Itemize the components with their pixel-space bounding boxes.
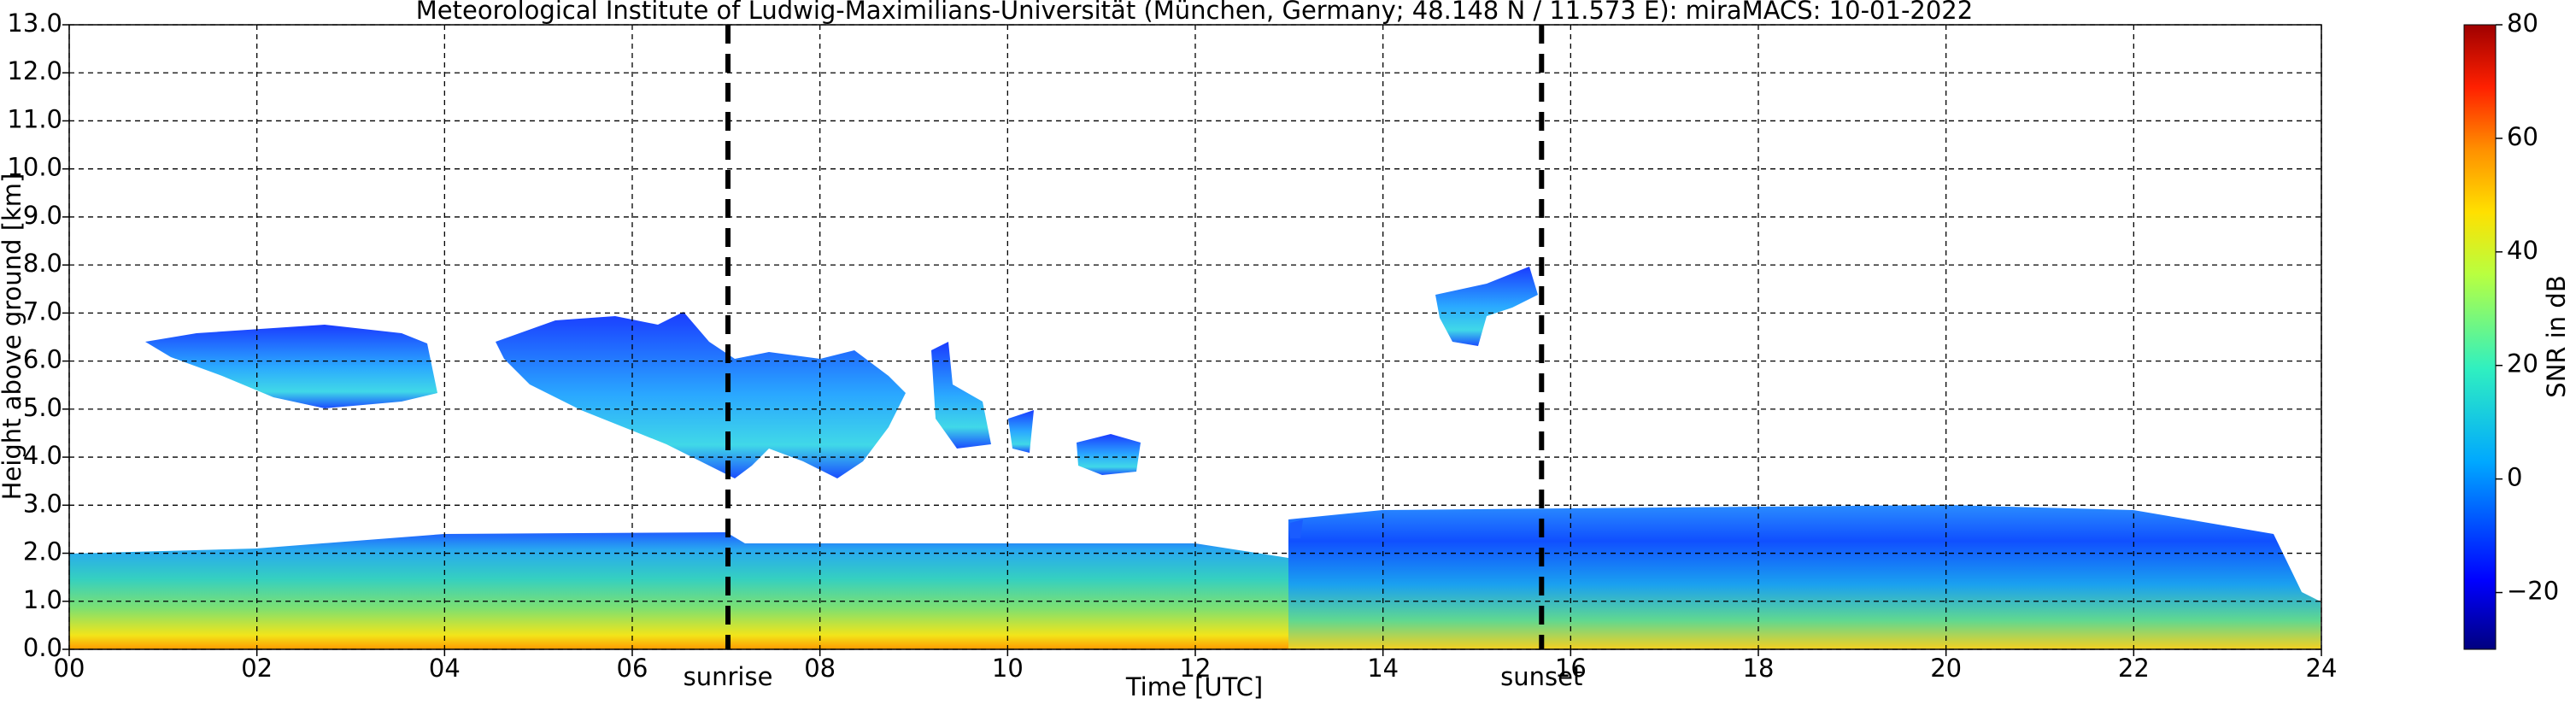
y-tick-label: 2.0 xyxy=(23,537,62,566)
cloud xyxy=(496,312,906,478)
x-tick-label: 06 xyxy=(617,654,648,683)
x-tick-label: 24 xyxy=(2306,654,2338,683)
x-tick-label: 08 xyxy=(804,654,836,683)
y-axis-label: Height above ground [km] xyxy=(0,173,26,501)
y-tick-label: 11.0 xyxy=(7,104,62,133)
x-tick-label: 10 xyxy=(992,654,1024,683)
colorbar xyxy=(2463,24,2497,650)
x-tick-label: 00 xyxy=(54,654,85,683)
annotation-label: sunrise xyxy=(684,662,773,691)
chart-title: Meteorological Institute of Ludwig-Maxim… xyxy=(416,0,1973,25)
y-tick-label: 12.0 xyxy=(7,56,62,85)
colorbar-tick-label: 80 xyxy=(2507,9,2538,38)
colorbar-label: SNR in dB xyxy=(2542,275,2571,397)
x-tick-label: 22 xyxy=(2118,654,2150,683)
cloud xyxy=(1077,434,1141,475)
x-tick-label: 18 xyxy=(1743,654,1775,683)
y-tick-label: 9.0 xyxy=(23,201,62,230)
y-tick-label: 3.0 xyxy=(23,489,62,518)
x-tick-label: 16 xyxy=(1555,654,1587,683)
x-tick-label: 04 xyxy=(429,654,461,683)
y-tick-label: 4.0 xyxy=(23,441,62,470)
cloud xyxy=(145,325,437,408)
y-tick-label: 10.0 xyxy=(7,153,62,182)
y-tick-label: 7.0 xyxy=(23,296,62,326)
boundary-layer xyxy=(69,532,1288,649)
cloud xyxy=(1290,519,1303,538)
x-tick-label: 20 xyxy=(1930,654,1962,683)
colorbar-tick-label: 0 xyxy=(2507,463,2522,492)
colorbar-tick-label: −20 xyxy=(2507,577,2559,606)
y-tick-label: 1.0 xyxy=(23,585,62,614)
radar-field xyxy=(69,267,2321,649)
x-tick-label: 14 xyxy=(1367,654,1399,683)
y-tick-label: 13.0 xyxy=(7,9,62,38)
cloud xyxy=(1435,267,1538,346)
x-tick-label: 12 xyxy=(1180,654,1212,683)
colorbar-tick-label: 60 xyxy=(2507,122,2538,151)
x-tick-label: 02 xyxy=(241,654,273,683)
colorbar-tick-label: 40 xyxy=(2507,236,2538,265)
colorbar-tick-label: 20 xyxy=(2507,349,2538,378)
cloud xyxy=(931,342,991,449)
y-tick-label: 8.0 xyxy=(23,249,62,278)
boundary-layer xyxy=(1288,505,2321,649)
y-tick-label: 5.0 xyxy=(23,393,62,422)
y-tick-label: 6.0 xyxy=(23,345,62,374)
y-tick-label: 0.0 xyxy=(23,633,62,662)
cloud xyxy=(1008,410,1034,453)
annotation-label: sunset xyxy=(1500,662,1582,691)
x-axis-label: Time [UTC] xyxy=(1125,672,1263,701)
